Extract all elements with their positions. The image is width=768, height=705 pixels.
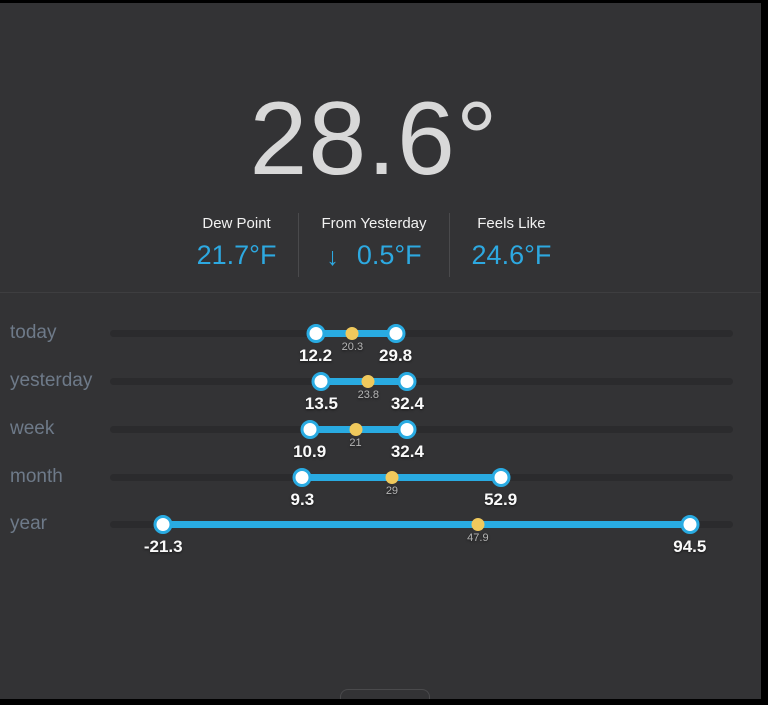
avg-marker [349, 423, 363, 436]
slider-row-today: today 20.3 12.2 29.8 [0, 310, 748, 365]
stat-label: From Yesterday [321, 215, 427, 232]
min-value-label: 12.2 [298, 346, 333, 365]
slider-track: 29 9.3 52.9 [110, 468, 733, 509]
slider-row-month: month 29 9.3 52.9 [0, 454, 748, 509]
stats-row: Dew Point 21.7°F From Yesterday ↓ 0.5°F F… [0, 213, 748, 277]
range-bar [163, 521, 690, 528]
avg-marker [471, 518, 485, 531]
stat-feels-like: Feels Like 24.6°F [448, 213, 574, 277]
min-value-label: 9.3 [290, 490, 315, 509]
max-value-label: 52.9 [484, 490, 518, 509]
stat-value: 21.7°F [196, 240, 277, 270]
stat-from-yesterday: From Yesterday ↓ 0.5°F [298, 213, 448, 277]
range-bar [302, 474, 501, 481]
avg-marker [361, 375, 375, 388]
avg-value-label: 23.8 [357, 389, 379, 401]
range-handle-max [397, 420, 417, 439]
slider-row-yesterday: yesterday 23.8 13.5 32.4 [0, 358, 748, 413]
avg-value-label: 20.3 [341, 341, 364, 353]
min-value-label: 13.5 [304, 394, 338, 413]
row-label: year [10, 513, 47, 534]
row-label: today [10, 322, 57, 343]
avg-value-label: 21 [349, 437, 362, 449]
range-handle-max [386, 324, 406, 343]
avg-value-label: 29 [385, 485, 399, 497]
max-value-label: 29.8 [379, 346, 413, 365]
slider-row-year: year 47.9 -21.3 94.5 [0, 501, 748, 556]
range-handle-min [300, 420, 320, 439]
avg-value-label: 47.9 [467, 532, 489, 544]
slider-track: 21 10.9 32.4 [110, 420, 733, 461]
stat-value: ↓ 0.5°F [321, 240, 426, 271]
header: 28.6° Dew Point 21.7°F From Yesterday ↓ 0… [0, 87, 748, 277]
stat-label: Feels Like [477, 215, 546, 232]
bottom-button-partial[interactable] [340, 689, 430, 699]
row-label: week [10, 418, 55, 439]
app-background: 28.6° Dew Point 21.7°F From Yesterday ↓ 0… [0, 3, 761, 699]
row-label: yesterday [10, 370, 93, 391]
range-handle-max [491, 468, 511, 487]
stat-value-text: 0.5°F [356, 240, 422, 270]
slider-row-week: week 21 10.9 32.4 [0, 406, 748, 461]
row-label: month [10, 466, 63, 487]
range-handle-min [306, 324, 326, 343]
max-value-label: 94.5 [673, 537, 707, 556]
min-value-label: 10.9 [293, 442, 327, 461]
arrow-down-icon: ↓ [326, 243, 339, 271]
stat-dew-point: Dew Point 21.7°F [175, 213, 299, 277]
section-divider [0, 292, 761, 293]
max-value-label: 32.4 [390, 394, 424, 413]
avg-marker [345, 327, 359, 340]
range-handle-max [397, 372, 417, 391]
current-temperature: 28.6° [249, 81, 499, 197]
range-handle-min [311, 372, 331, 391]
range-handle-min [153, 515, 173, 534]
max-value-label: 32.4 [390, 442, 424, 461]
stat-value: 24.6°F [471, 240, 552, 270]
slider-track: 23.8 13.5 32.4 [110, 372, 733, 413]
range-handle-min [292, 468, 312, 487]
min-value-label: -21.3 [143, 537, 183, 556]
avg-marker [385, 471, 399, 484]
slider-track: 20.3 12.2 29.8 [110, 324, 733, 365]
range-handle-max [680, 515, 700, 534]
stat-label: Dew Point [202, 215, 271, 232]
slider-track: 47.9 -21.3 94.5 [110, 515, 733, 556]
